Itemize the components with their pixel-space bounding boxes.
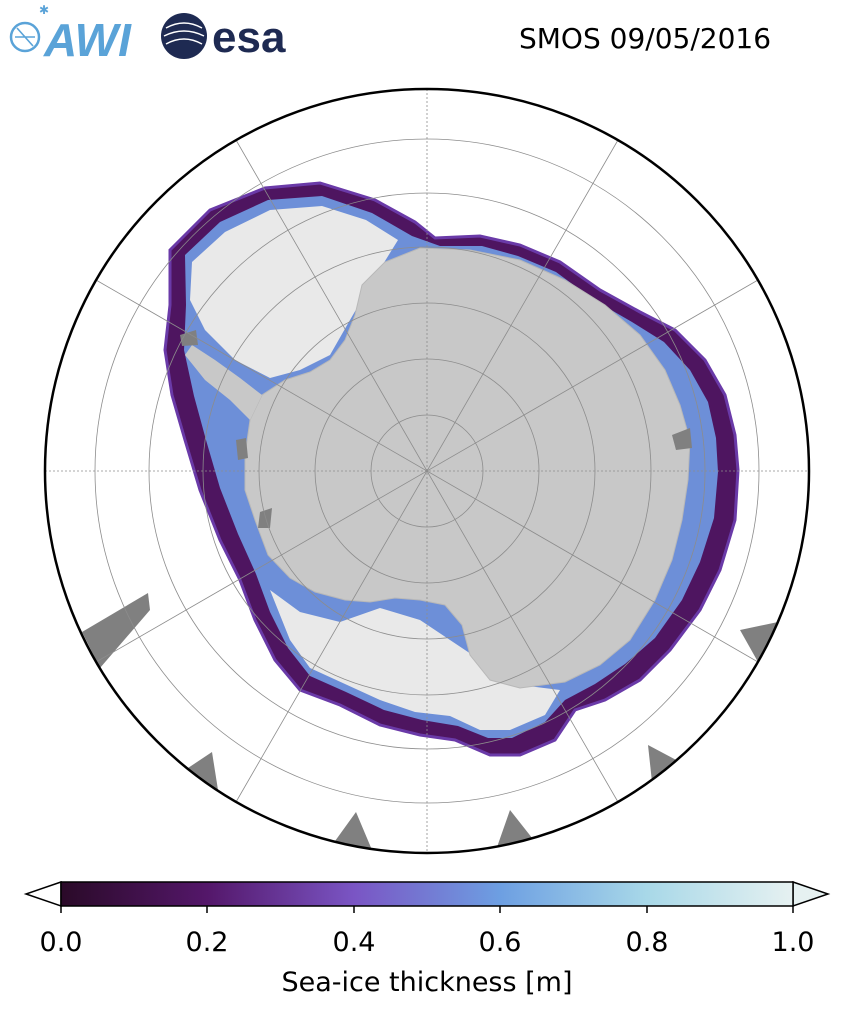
no-data-patch	[180, 330, 198, 346]
colorbar-tick-label: 1.0	[772, 927, 815, 958]
svg-text:✱: ✱	[39, 3, 49, 17]
sea-ice-thick	[190, 206, 398, 378]
sea-ice-map	[43, 87, 811, 855]
colorbar-tick-label: 0.8	[626, 927, 669, 958]
awi-logo: ✱ AWI	[9, 3, 132, 66]
no-data-patch	[672, 428, 692, 450]
colorbar-ticks	[60, 906, 794, 913]
no-data-wedge	[185, 752, 218, 790]
colorbar-tick-label: 0.2	[186, 927, 229, 958]
no-data-wedge	[82, 593, 150, 668]
colorbar-gradient	[60, 881, 794, 907]
colorbar-tick-label: 0.4	[333, 927, 376, 958]
antarctica-landmass	[244, 247, 691, 689]
antarctic-peninsula	[185, 345, 262, 420]
colorbar-extend-low	[23, 880, 62, 908]
logo-group: ✱ AWI esa	[9, 3, 286, 66]
no-data-wedge	[330, 812, 372, 850]
colorbar-extend-high	[792, 880, 831, 908]
esa-logo-text: esa	[212, 13, 286, 62]
no-data-wedge	[648, 745, 680, 782]
no-data-patch	[258, 508, 272, 528]
colorbar-label: Sea-ice thickness [m]	[281, 967, 572, 998]
colorbar-tick-label: 0.6	[479, 927, 522, 958]
awi-logo-text: AWI	[43, 14, 132, 66]
map-title: SMOS 09/05/2016	[519, 22, 772, 55]
sea-ice-thick-weddell	[270, 590, 560, 730]
map-border	[43, 87, 811, 855]
no-data-patch	[236, 438, 248, 460]
graticule	[45, 89, 809, 853]
esa-logo: esa	[161, 13, 286, 62]
colorbar-tick-label: 0.0	[40, 927, 83, 958]
no-data-wedge	[740, 622, 778, 662]
